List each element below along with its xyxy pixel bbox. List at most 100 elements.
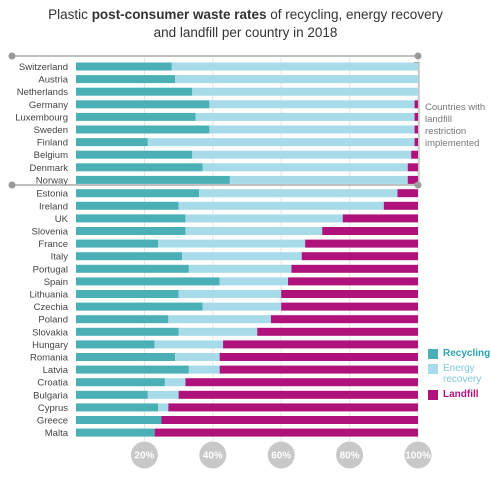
- bar-landfill-lithuania: [281, 290, 418, 298]
- country-label-malta: Malta: [45, 428, 69, 439]
- separator-dot-left-2: [8, 181, 16, 189]
- legend-item-landfill: Landfill: [428, 389, 491, 400]
- bar-landfill-poland: [270, 315, 418, 324]
- bar-energy-recovery-denmark: [202, 163, 408, 172]
- bar-energy-recovery-cyprus: [158, 403, 169, 412]
- bar-landfill-spain: [288, 277, 418, 286]
- bar-recycling-croatia: [76, 378, 165, 387]
- bar-energy-recovery-poland: [168, 315, 271, 324]
- tick-circle-60-: [267, 441, 295, 469]
- bar-energy-recovery-sweden: [209, 125, 415, 134]
- country-label-sweden: Sweden: [34, 125, 68, 136]
- bar-recycling-czechia: [76, 302, 203, 311]
- bar-energy-recovery-italy: [182, 252, 302, 261]
- bar-energy-recovery-norway: [229, 175, 408, 184]
- title-prefix: Plastic: [48, 7, 92, 22]
- country-label-netherlands: Netherlands: [17, 87, 68, 98]
- separator-dot-right-1: [414, 52, 422, 60]
- title-suffix: of recycling, energy recovery: [266, 7, 443, 22]
- bar-recycling-italy: [76, 252, 183, 261]
- bar-landfill-belgium: [411, 150, 418, 159]
- country-label-greece: Greece: [37, 416, 68, 427]
- bar-landfill-france: [305, 239, 418, 248]
- separator-dot-left-1: [8, 52, 16, 60]
- bar-landfill-ireland: [383, 201, 418, 210]
- bar-energy-recovery-slovenia: [185, 227, 323, 235]
- bar-recycling-latvia: [76, 365, 189, 374]
- bar-recycling-cyprus: [76, 403, 159, 412]
- tick-label-80-: 80%: [340, 451, 360, 462]
- bar-energy-recovery-belgium: [192, 150, 412, 159]
- legend-label-landfill: Landfill: [443, 389, 479, 400]
- bar-energy-recovery-spain: [219, 277, 289, 286]
- bar-recycling-greece: [76, 416, 162, 424]
- bar-energy-recovery-finland: [147, 138, 415, 147]
- country-label-spain: Spain: [44, 277, 68, 288]
- bar-recycling-slovenia: [76, 227, 186, 235]
- bar-energy-recovery-ireland: [178, 201, 384, 210]
- bar-recycling-denmark: [76, 163, 203, 172]
- country-label-slovakia: Slovakia: [32, 327, 69, 338]
- bar-recycling-norway: [76, 175, 230, 184]
- bar-energy-recovery-latvia: [188, 365, 220, 374]
- legend-swatch-energy-recovery: [428, 364, 438, 374]
- country-label-romania: Romania: [30, 353, 69, 364]
- bar-landfill-romania: [219, 353, 418, 361]
- bar-landfill-denmark: [407, 163, 418, 172]
- bar-recycling-lithuania: [76, 290, 179, 298]
- country-label-latvia: Latvia: [43, 365, 69, 376]
- bar-energy-recovery-switzerland: [171, 62, 418, 71]
- bar-landfill-croatia: [185, 378, 418, 387]
- bar-landfill-hungary: [223, 340, 418, 349]
- legend-item-energy-recovery: Energy recovery: [428, 363, 491, 385]
- bar-recycling-switzerland: [76, 62, 172, 71]
- country-label-norway: Norway: [36, 175, 68, 186]
- country-label-austria: Austria: [38, 75, 68, 86]
- legend-item-recycling: Recycling: [428, 348, 491, 359]
- bar-landfill-bulgaria: [178, 390, 418, 399]
- bar-energy-recovery-austria: [175, 75, 418, 84]
- country-label-hungary: Hungary: [32, 340, 68, 351]
- country-label-portugal: Portugal: [33, 264, 68, 275]
- country-label-bulgaria: Bulgaria: [33, 390, 69, 401]
- bar-recycling-spain: [76, 277, 220, 286]
- bar-landfill-luxembourg: [414, 112, 418, 121]
- country-label-lithuania: Lithuania: [29, 290, 68, 301]
- bar-energy-recovery-uk: [185, 214, 343, 223]
- country-label-poland: Poland: [38, 315, 68, 326]
- bar-recycling-austria: [76, 75, 176, 84]
- bar-landfill-finland: [414, 138, 418, 147]
- bar-recycling-netherlands: [76, 87, 193, 96]
- tick-label-100-: 100%: [405, 451, 431, 462]
- title-bold: post-consumer waste rates: [91, 7, 267, 22]
- bar-landfill-portugal: [291, 264, 418, 273]
- tick-circle-80-: [336, 441, 364, 469]
- bar-energy-recovery-slovakia: [178, 327, 258, 336]
- bar-recycling-finland: [76, 138, 148, 147]
- tick-circle-20-: [130, 441, 158, 469]
- bar-landfill-czechia: [281, 302, 418, 311]
- tick-label-40-: 40%: [203, 451, 223, 462]
- country-label-slovenia: Slovenia: [32, 227, 69, 238]
- bar-recycling-portugal: [76, 264, 189, 273]
- bar-landfill-uk: [342, 214, 418, 223]
- bar-energy-recovery-romania: [175, 353, 220, 361]
- country-label-italy: Italy: [51, 252, 69, 263]
- tick-label-60-: 60%: [271, 451, 291, 462]
- bar-landfill-sweden: [414, 125, 418, 134]
- legend-label-recycling: Recycling: [443, 348, 491, 359]
- country-label-estonia: Estonia: [36, 189, 68, 200]
- bar-landfill-norway: [407, 175, 418, 184]
- country-label-belgium: Belgium: [34, 150, 68, 161]
- country-label-czechia: Czechia: [34, 302, 69, 313]
- tick-label-20-: 20%: [134, 451, 154, 462]
- bar-landfill-latvia: [219, 365, 418, 374]
- bar-recycling-germany: [76, 100, 210, 109]
- bar-energy-recovery-estonia: [199, 189, 398, 198]
- restriction-bracket: [414, 62, 420, 185]
- bar-recycling-malta: [76, 428, 155, 437]
- bar-recycling-luxembourg: [76, 112, 196, 121]
- bar-energy-recovery-czechia: [202, 302, 282, 311]
- separator-dot-right-2: [414, 181, 422, 189]
- bar-energy-recovery-croatia: [164, 378, 186, 387]
